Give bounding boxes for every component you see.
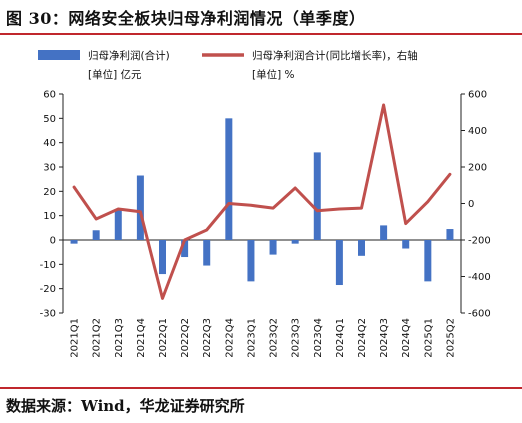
growth-line bbox=[72, 103, 452, 300]
x-tick-label: 2023Q2 bbox=[269, 318, 280, 358]
line-point bbox=[139, 210, 142, 213]
y-right-tick-label: -200 bbox=[468, 236, 491, 247]
line-point bbox=[316, 209, 319, 212]
y-left-tick-label: 10 bbox=[43, 211, 56, 222]
line-point bbox=[271, 206, 275, 210]
line-point bbox=[249, 204, 253, 207]
figure-title: 图 30：网络安全板块归母净利润情况（单季度） bbox=[6, 9, 366, 28]
line-point bbox=[227, 202, 231, 205]
line-point bbox=[293, 186, 297, 190]
bar bbox=[181, 240, 189, 258]
x-tick-label: 2021Q4 bbox=[136, 318, 147, 358]
legend: 归母净利润(合计) [单位] 亿元 归母净利润合计(同比增长率)，右轴 [单位]… bbox=[38, 49, 418, 81]
y-right-tick-label: -600 bbox=[468, 309, 491, 320]
growth-series-line bbox=[72, 103, 452, 300]
line-point bbox=[426, 200, 430, 203]
line-point bbox=[448, 173, 452, 176]
legend-line-unit: [单位] % bbox=[252, 68, 295, 81]
x-tick-label: 2025Q2 bbox=[445, 318, 456, 358]
x-tick-label: 2024Q2 bbox=[357, 318, 368, 358]
bar bbox=[247, 240, 255, 282]
bar bbox=[203, 240, 211, 266]
y-right-tick-label: 400 bbox=[468, 126, 487, 137]
line-point bbox=[94, 217, 98, 221]
x-tick-label: 2024Q4 bbox=[401, 318, 412, 358]
axes: -30 -20 -10 0 10 20 30 40 50 60 -600 -400 -200 0 200 40… bbox=[40, 90, 491, 320]
line-point bbox=[360, 206, 363, 210]
y-left-tick-label: 20 bbox=[43, 187, 56, 198]
bar bbox=[380, 225, 388, 240]
bar bbox=[269, 240, 277, 255]
x-tick-label: 2023Q1 bbox=[246, 318, 257, 358]
y-right-tick-label: 600 bbox=[468, 90, 487, 101]
bar bbox=[136, 175, 144, 240]
source-note: 数据来源：Wind，华龙证券研究所 bbox=[6, 397, 245, 415]
bar bbox=[92, 230, 100, 240]
y-left-tick-label: 30 bbox=[43, 163, 56, 174]
x-tick-label: 2022Q1 bbox=[158, 318, 169, 358]
bar bbox=[446, 229, 454, 240]
y-left-tick-label: -20 bbox=[40, 284, 56, 295]
x-tick-label: 2022Q4 bbox=[224, 318, 235, 358]
bar bbox=[313, 152, 321, 240]
x-tick-label: 2023Q3 bbox=[291, 318, 302, 358]
y-left-tick-label: 50 bbox=[43, 114, 56, 125]
x-tick-label: 2025Q1 bbox=[423, 318, 434, 358]
line-point bbox=[205, 228, 208, 232]
x-tick-label: 2021Q3 bbox=[114, 318, 125, 358]
chart: 归母净利润(合计) [单位] 亿元 归母净利润合计(同比增长率)，右轴 [单位]… bbox=[38, 49, 491, 358]
y-left-tick-label: -30 bbox=[40, 309, 56, 320]
bar bbox=[291, 240, 299, 244]
line-point bbox=[404, 222, 407, 225]
line-point bbox=[72, 185, 76, 189]
x-tick-label: 2022Q2 bbox=[180, 318, 191, 358]
y-left-tick-label: 0 bbox=[50, 236, 56, 247]
bar bbox=[225, 118, 233, 240]
bar bbox=[335, 240, 343, 286]
x-tick-label: 2024Q3 bbox=[379, 318, 390, 358]
line-point bbox=[161, 297, 164, 300]
bar bbox=[424, 240, 432, 282]
source-rule bbox=[0, 387, 522, 389]
legend-line-label: 归母净利润合计(同比增长率)，右轴 bbox=[252, 49, 418, 62]
y-right-tick-label: 0 bbox=[468, 199, 474, 210]
x-tick-labels: 2021Q1 2021Q2 2021Q3 2021Q4 2022Q1 2022Q2 2022… bbox=[70, 318, 457, 358]
bars bbox=[70, 118, 454, 286]
x-tick-label: 2021Q2 bbox=[92, 318, 103, 358]
line-point bbox=[183, 238, 186, 242]
legend-bar-label: 归母净利润(合计) bbox=[88, 49, 170, 62]
x-tick-label: 2022Q3 bbox=[202, 318, 213, 358]
line-point bbox=[382, 103, 385, 107]
x-tick-label: 2023Q4 bbox=[313, 318, 324, 358]
legend-bar-unit: [单位] 亿元 bbox=[88, 68, 142, 81]
bar bbox=[159, 240, 166, 275]
x-tick-label: 2021Q1 bbox=[70, 318, 81, 358]
line-point bbox=[338, 207, 341, 211]
bar bbox=[402, 240, 410, 249]
y-left-tick-label: 60 bbox=[43, 90, 56, 101]
y-left-tick-label: 40 bbox=[43, 138, 56, 149]
y-right-tick-label: 200 bbox=[468, 163, 487, 174]
bar bbox=[70, 240, 78, 244]
y-right-tick-label: -400 bbox=[468, 272, 491, 283]
legend-bar-swatch bbox=[38, 50, 80, 60]
bar bbox=[358, 240, 365, 256]
x-tick-label: 2024Q1 bbox=[335, 318, 346, 358]
y-left-tick-label: -10 bbox=[40, 260, 56, 271]
line-point bbox=[117, 207, 120, 211]
title-rule bbox=[0, 33, 522, 35]
bar bbox=[114, 209, 122, 240]
